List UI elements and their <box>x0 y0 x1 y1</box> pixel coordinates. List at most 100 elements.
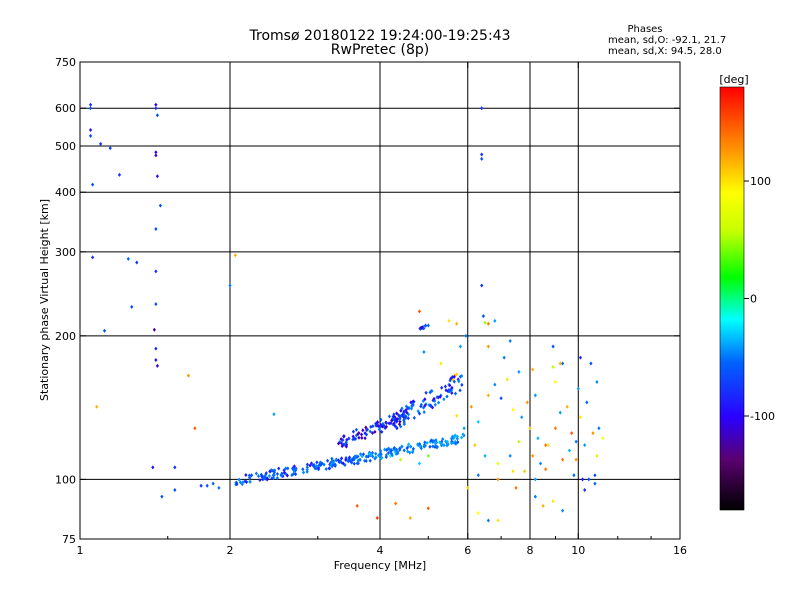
echo-point <box>457 379 461 384</box>
echo-point <box>496 477 500 482</box>
echo-point <box>493 382 497 387</box>
echo-point <box>505 377 509 382</box>
echo-point <box>583 443 587 448</box>
echo-point <box>419 404 423 409</box>
echo-point <box>305 467 309 472</box>
echo-point <box>445 394 449 399</box>
echo-point <box>449 388 453 393</box>
echo-point <box>453 441 457 446</box>
echo-point <box>407 442 411 447</box>
echo-point <box>154 102 158 107</box>
echo-point <box>384 424 388 429</box>
echo-point <box>416 442 420 447</box>
colorbar-tick-label: 0 <box>750 293 757 306</box>
echo-point <box>384 455 388 460</box>
echo-point <box>421 405 426 410</box>
echo-point <box>409 400 413 405</box>
echo-point <box>95 404 99 409</box>
echo-point <box>514 485 518 490</box>
echo-point <box>442 397 446 402</box>
axes: 1 2 4 6 8 10 16 75 100 200 300 400 500 600 750 <box>55 56 687 557</box>
echo-point <box>333 462 337 467</box>
echo-point <box>486 393 490 398</box>
echo-point <box>173 465 177 470</box>
echo-point <box>426 453 430 458</box>
echo-point <box>458 344 463 349</box>
echo-point <box>445 439 449 444</box>
echo-point <box>294 466 298 471</box>
echo-point <box>439 393 443 398</box>
echo-point <box>417 461 422 466</box>
echo-point <box>265 476 270 481</box>
echo-point <box>411 402 415 407</box>
echo-point <box>325 458 330 463</box>
echo-point <box>391 422 395 427</box>
echo-point <box>363 436 367 441</box>
echo-point <box>411 446 415 451</box>
echo-point <box>282 470 287 475</box>
echo-point <box>400 444 404 449</box>
echo-point <box>576 386 580 391</box>
echo-point <box>493 318 497 323</box>
echo-point <box>244 479 249 484</box>
echo-point <box>280 471 284 476</box>
echo-point <box>126 256 130 261</box>
echo-point <box>284 466 288 471</box>
echo-point <box>536 436 540 441</box>
echo-point <box>135 260 139 265</box>
echo-point <box>352 436 357 441</box>
echo-point <box>408 516 412 521</box>
echo-point <box>258 478 262 483</box>
echo-point <box>394 447 399 452</box>
echo-point <box>173 488 177 493</box>
echo-point <box>453 434 457 439</box>
echo-point <box>382 423 386 428</box>
echo-point <box>499 396 503 401</box>
echo-point <box>433 441 437 446</box>
echo-point <box>88 106 93 111</box>
echo-point <box>370 430 375 435</box>
phase-annotation-heading: Phases <box>627 24 662 35</box>
echo-point <box>392 446 396 451</box>
echo-point <box>292 464 296 469</box>
echo-point <box>422 442 427 447</box>
echo-point <box>553 426 558 431</box>
echo-point <box>368 429 372 434</box>
echo-point <box>412 415 416 420</box>
echo-point <box>384 420 389 425</box>
echo-point <box>154 106 158 111</box>
echo-point <box>426 506 430 511</box>
echo-point <box>601 436 605 441</box>
echo-point <box>593 481 597 486</box>
echo-point <box>364 458 368 463</box>
echo-point <box>343 442 347 447</box>
echo-point <box>434 444 438 449</box>
echo-point <box>447 388 451 393</box>
echo-point <box>450 385 454 390</box>
echo-point <box>389 451 394 456</box>
echo-point <box>155 113 160 118</box>
echo-point <box>447 318 451 323</box>
echo-point <box>405 446 409 451</box>
echo-point <box>560 508 565 513</box>
echo-point <box>344 440 348 445</box>
echo-point <box>358 452 363 457</box>
echo-point <box>423 440 427 445</box>
echo-point <box>402 409 406 414</box>
echo-point <box>344 444 348 449</box>
echo-point <box>455 436 459 441</box>
echo-point <box>343 463 347 468</box>
echo-point <box>328 466 332 471</box>
echo-point <box>380 429 384 434</box>
echo-point <box>331 462 335 467</box>
echo-point <box>460 435 464 440</box>
echo-point <box>458 374 463 379</box>
echo-point <box>281 474 285 479</box>
echo-point <box>431 444 435 449</box>
echo-point <box>354 427 359 432</box>
x-tick-label: 2 <box>227 544 234 557</box>
echo-point <box>370 450 375 455</box>
echo-point <box>381 421 385 426</box>
echo-point <box>429 438 433 443</box>
